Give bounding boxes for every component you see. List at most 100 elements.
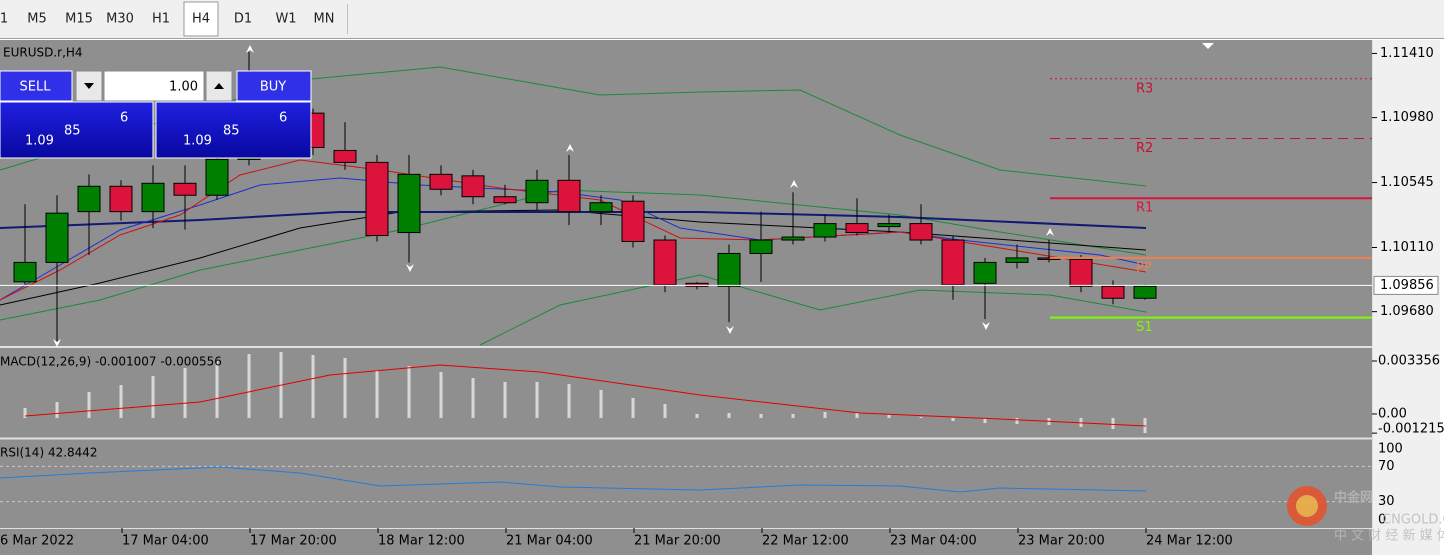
macd-bar — [439, 372, 443, 418]
fractal-down — [406, 264, 414, 272]
macd-bar — [1111, 417, 1115, 429]
candle-body — [13, 261, 37, 283]
macd-bar — [471, 378, 475, 418]
macd-bar — [215, 360, 219, 418]
macd-tick-label: -0.001215 — [1378, 422, 1444, 437]
ask-pips: 85 — [223, 124, 240, 139]
watermark-domain: CNGOLD.COM.CN — [1382, 513, 1444, 528]
candle-body — [621, 200, 645, 243]
time-label: 17 Mar 20:00 — [250, 534, 337, 549]
sell-button[interactable] — [0, 70, 73, 102]
candle-body — [1069, 258, 1093, 287]
macd-bar — [343, 358, 347, 418]
time-label: 23 Mar 20:00 — [1018, 534, 1105, 549]
candle-body — [493, 196, 517, 204]
macd-bar — [983, 417, 987, 423]
rsi-tick-label: 0 — [1378, 513, 1386, 528]
macd-bar — [599, 390, 603, 418]
macd-bar — [1015, 417, 1019, 424]
bid-big: 1.09 — [25, 134, 54, 149]
watermark-slogan: 中 文 财 经 新 媒 体 — [1334, 528, 1444, 544]
candle-body — [717, 252, 741, 287]
candle-body — [941, 239, 965, 286]
timeframe-button[interactable]: M30 — [106, 12, 134, 27]
macd-bar — [55, 402, 59, 418]
macd-bar — [919, 417, 923, 418]
candle-body — [973, 261, 997, 284]
timeframe-button[interactable]: M5 — [27, 12, 47, 27]
lot-text: 1.00 — [169, 80, 198, 95]
fractals — [53, 45, 1054, 347]
pivot-label: S1 — [1136, 320, 1153, 335]
time-label: 18 Mar 12:00 — [378, 534, 465, 549]
macd-bar — [23, 408, 27, 418]
macd-bar — [151, 376, 155, 418]
time-label: 24 Mar 12:00 — [1146, 534, 1233, 549]
macd-bar — [631, 398, 635, 418]
candle-body — [1133, 285, 1157, 299]
timeframe-button[interactable]: MN — [314, 12, 335, 27]
candle-body — [589, 202, 613, 213]
rsi-tick-label: 100 — [1378, 442, 1403, 457]
time-label: 21 Mar 20:00 — [634, 534, 721, 549]
candle-body — [173, 182, 197, 196]
candle-body — [397, 173, 421, 234]
macd-bar — [823, 412, 827, 418]
price-tick-label: 1.10110 — [1380, 240, 1434, 255]
watermark-logo-inner — [1296, 495, 1318, 517]
candle-body — [461, 175, 485, 198]
macd-bar — [311, 355, 315, 418]
macd-bar — [407, 366, 411, 418]
pivot-label: R3 — [1136, 81, 1153, 96]
buy-button[interactable] — [236, 70, 312, 102]
bollinger-lower — [479, 274, 1147, 346]
bid-price[interactable] — [0, 101, 154, 159]
macd-bar — [567, 384, 571, 418]
macd-bar — [695, 414, 699, 418]
candle-body — [109, 185, 133, 213]
candle-body — [653, 239, 677, 286]
ask-price[interactable] — [155, 101, 312, 159]
time-label: 22 Mar 12:00 — [762, 534, 849, 549]
price-tick-label: 1.09680 — [1380, 304, 1434, 319]
timeframe-button[interactable]: M15 — [65, 12, 93, 27]
macd-bar — [87, 392, 91, 418]
symbol-label: EURUSD.r,H4 — [3, 46, 83, 60]
lot-field[interactable] — [103, 70, 205, 102]
candle-body — [429, 173, 453, 190]
toolbar — [0, 0, 1444, 38]
timeframe-button[interactable]: H4 — [192, 12, 210, 27]
macd-bar — [503, 382, 507, 418]
price-tick-label: 1.10545 — [1380, 175, 1434, 190]
timeframe-button[interactable]: H1 — [152, 12, 170, 27]
up-arrow — [214, 83, 224, 89]
candle-body — [877, 223, 901, 228]
time-label: 6 Mar 2022 — [0, 534, 74, 549]
buy-text: BUY — [260, 80, 286, 95]
macd-bar — [119, 385, 123, 418]
candle-body — [781, 236, 805, 241]
pivot-label: PP — [1136, 260, 1152, 275]
time-label: 21 Mar 04:00 — [506, 534, 593, 549]
timeframe-button[interactable]: D1 — [234, 12, 252, 27]
ask-big: 1.09 — [183, 134, 212, 149]
rsi-label: RSI(14) 42.8442 — [0, 446, 98, 460]
macd-bar — [663, 404, 667, 418]
candle-body — [333, 149, 357, 163]
watermark: 中金网 CNGOLD.COM.CN 中 文 财 经 新 媒 体 — [1287, 486, 1444, 544]
bid-pips: 85 — [64, 124, 81, 139]
price-tick-label: 1.11410 — [1380, 46, 1434, 61]
timeframe-button[interactable]: W1 — [275, 12, 296, 27]
candle-body — [525, 179, 549, 204]
macd-label: MACD(12,26,9) -0.001007 -0.000556 — [0, 355, 222, 369]
candle-body — [365, 161, 389, 237]
macd-bar — [887, 415, 891, 418]
candle-body — [909, 223, 933, 241]
ask-fraction: 6 — [279, 111, 287, 126]
sell-text: SELL — [20, 80, 52, 95]
window-edge — [1440, 40, 1444, 555]
macd-bar — [183, 368, 187, 418]
timeframe-button[interactable]: 1 — [0, 12, 8, 27]
rsi-tick-label: 70 — [1378, 459, 1395, 474]
